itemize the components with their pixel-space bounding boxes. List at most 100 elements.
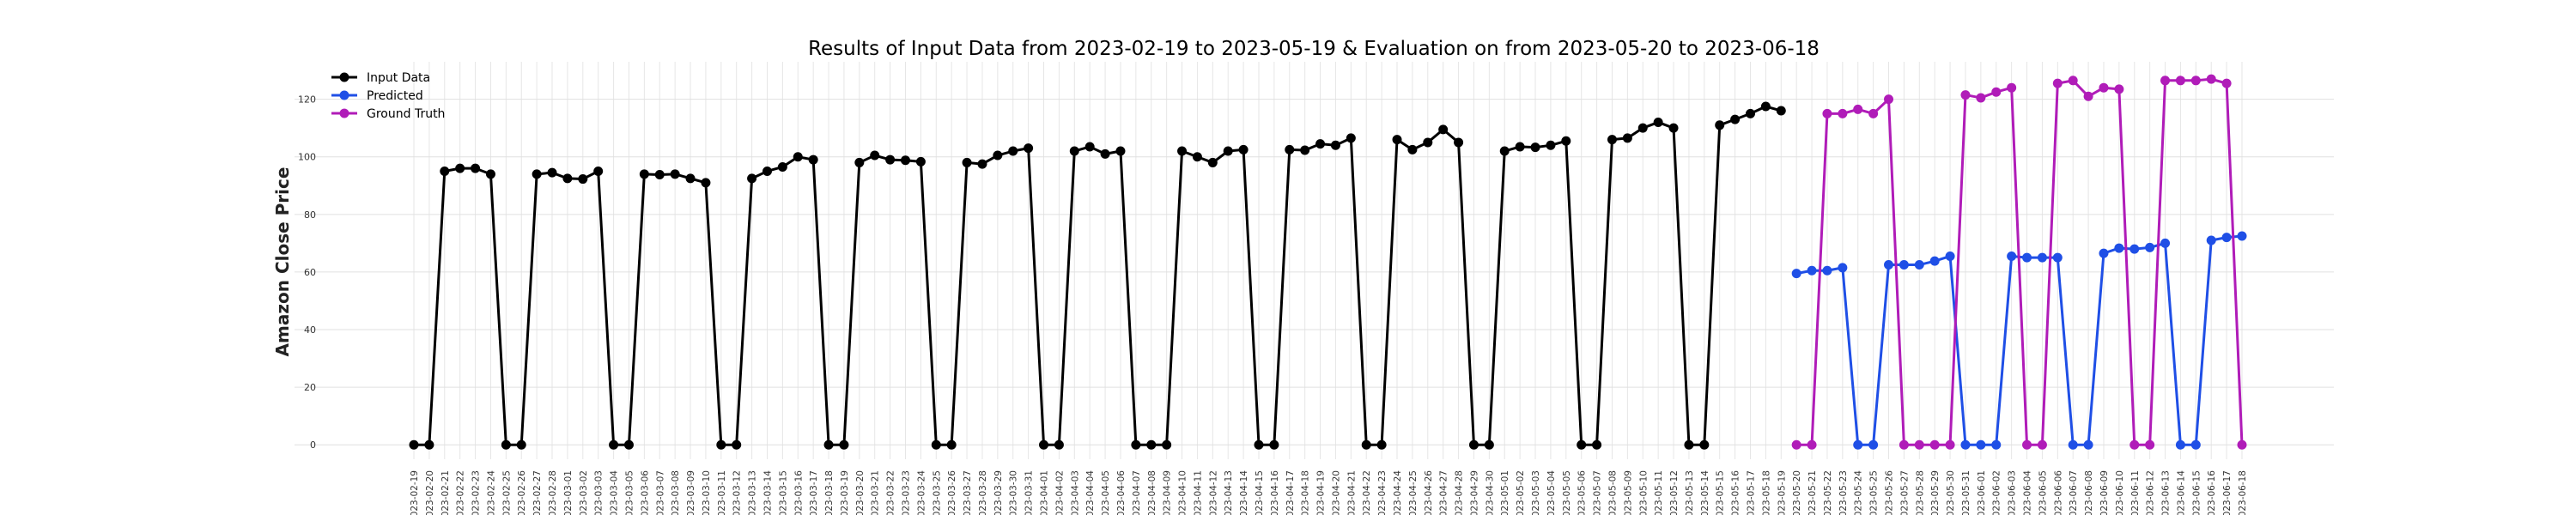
x-tick-label: 2023-05-17 — [1746, 470, 1756, 515]
data-point-input-data — [1407, 144, 1418, 154]
x-tick-label: 2023-05-31 — [1961, 470, 1971, 515]
y-tick-label: 40 — [304, 324, 316, 336]
legend-swatch-marker — [339, 72, 349, 82]
data-point-ground-truth — [1899, 439, 1909, 450]
x-tick-label: 2023-02-19 — [410, 470, 420, 515]
data-point-predicted — [1884, 260, 1894, 270]
data-point-input-data — [946, 439, 957, 450]
data-point-predicted — [2145, 242, 2155, 252]
data-point-input-data — [1008, 146, 1018, 156]
x-tick-label: 2023-03-21 — [871, 470, 881, 515]
data-point-predicted — [2206, 235, 2216, 245]
data-point-ground-truth — [1960, 90, 1971, 100]
x-tick-label: 2023-02-28 — [548, 470, 558, 515]
data-point-input-data — [1592, 439, 1602, 450]
legend-swatch-marker — [339, 90, 349, 100]
x-tick-label: 2023-04-15 — [1255, 470, 1265, 515]
x-tick-label: 2023-03-31 — [1024, 470, 1035, 515]
data-point-input-data — [1069, 146, 1079, 156]
data-point-ground-truth — [1838, 108, 1848, 118]
x-tick-label: 2023-04-20 — [1331, 470, 1341, 515]
x-tick-label: 2023-03-23 — [902, 470, 912, 515]
data-point-input-data — [1054, 439, 1064, 450]
data-point-ground-truth — [2129, 439, 2140, 450]
x-tick-label: 2023-06-13 — [2161, 470, 2172, 515]
data-point-input-data — [578, 174, 588, 185]
data-point-input-data — [639, 169, 649, 179]
x-tick-label: 2023-04-06 — [1116, 470, 1127, 515]
x-tick-label: 2023-03-11 — [717, 470, 727, 515]
x-tick-label: 2023-05-18 — [1761, 470, 1771, 515]
x-tick-label: 2023-06-10 — [2115, 470, 2125, 515]
x-tick-label: 2023-05-27 — [1899, 470, 1910, 515]
x-tick-label: 2023-03-07 — [655, 470, 665, 515]
data-point-input-data — [609, 439, 619, 450]
data-point-input-data — [931, 439, 941, 450]
x-tick-label: 2023-04-09 — [1163, 470, 1173, 515]
x-tick-label: 2023-05-07 — [1593, 470, 1603, 515]
data-point-input-data — [485, 169, 495, 179]
x-tick-label: 2023-05-13 — [1685, 470, 1695, 515]
data-point-input-data — [823, 439, 834, 450]
legend-label: Predicted — [367, 89, 423, 103]
data-point-input-data — [1177, 146, 1188, 156]
data-point-predicted — [1945, 251, 1955, 261]
data-point-input-data — [547, 167, 557, 178]
y-tick-label: 120 — [298, 94, 316, 106]
data-point-input-data — [1637, 123, 1648, 133]
data-point-ground-truth — [1991, 87, 2002, 97]
data-point-input-data — [747, 173, 757, 184]
x-tick-label: 2023-05-01 — [1500, 470, 1510, 515]
x-tick-label: 2023-05-29 — [1930, 470, 1941, 515]
data-point-input-data — [1438, 124, 1449, 135]
data-point-ground-truth — [2022, 439, 2032, 450]
x-axis-ticks: 2023-02-19 2023-02-20 2023-02-21 2023-02-22… — [410, 470, 2248, 515]
data-point-ground-truth — [1853, 104, 1863, 114]
x-tick-label: 2023-04-11 — [1193, 470, 1203, 515]
x-tick-label: 2023-06-06 — [2053, 470, 2063, 515]
chart-title: Results of Input Data from 2023-02-19 to… — [808, 38, 1820, 60]
legend-item-input-data: Input Data — [331, 71, 430, 85]
x-tick-label: 2023-06-14 — [2176, 470, 2186, 515]
y-tick-label: 100 — [298, 152, 316, 163]
data-point-input-data — [1300, 145, 1310, 155]
x-tick-label: 2023-06-07 — [2069, 470, 2079, 515]
x-tick-label: 2023-06-01 — [1977, 470, 1987, 515]
data-point-predicted — [2221, 233, 2232, 243]
x-tick-label: 2023-05-30 — [1946, 470, 1956, 515]
x-tick-label: 2023-05-11 — [1654, 470, 1664, 515]
x-tick-label: 2023-05-14 — [1700, 470, 1710, 515]
data-point-input-data — [1346, 133, 1356, 143]
x-tick-label: 2023-03-29 — [993, 470, 1004, 515]
data-point-input-data — [1024, 143, 1034, 154]
data-point-input-data — [685, 173, 696, 184]
legend-label: Ground Truth — [367, 107, 445, 121]
x-tick-label: 2023-05-23 — [1838, 470, 1849, 515]
x-tick-label: 2023-04-07 — [1132, 470, 1142, 515]
x-tick-label: 2023-03-17 — [809, 470, 819, 515]
data-point-predicted — [2099, 248, 2109, 258]
data-point-input-data — [623, 439, 634, 450]
data-point-predicted — [1807, 265, 1817, 276]
x-tick-label: 2023-04-18 — [1301, 470, 1311, 515]
x-tick-label: 2023-05-04 — [1546, 470, 1557, 515]
data-point-input-data — [1454, 137, 1464, 148]
x-tick-label: 2023-03-03 — [594, 470, 605, 515]
data-point-input-data — [993, 150, 1003, 161]
data-point-input-data — [870, 150, 880, 161]
x-tick-label: 2023-04-27 — [1439, 470, 1449, 515]
x-tick-label: 2023-05-28 — [1915, 470, 1925, 515]
data-point-input-data — [1223, 146, 1233, 156]
x-tick-label: 2023-02-22 — [456, 470, 466, 515]
x-tick-label: 2023-04-21 — [1346, 470, 1357, 515]
data-point-ground-truth — [2007, 82, 2017, 93]
x-tick-label: 2023-06-15 — [2191, 470, 2202, 515]
data-point-ground-truth — [2052, 78, 2063, 88]
data-point-input-data — [1730, 114, 1741, 124]
x-tick-label: 2023-03-12 — [732, 470, 743, 515]
x-tick-label: 2023-04-30 — [1485, 470, 1495, 515]
x-tick-label: 2023-03-08 — [671, 470, 681, 515]
data-point-input-data — [1668, 123, 1679, 133]
data-point-predicted — [2007, 251, 2017, 261]
legend-item-ground-truth: Ground Truth — [331, 107, 445, 121]
